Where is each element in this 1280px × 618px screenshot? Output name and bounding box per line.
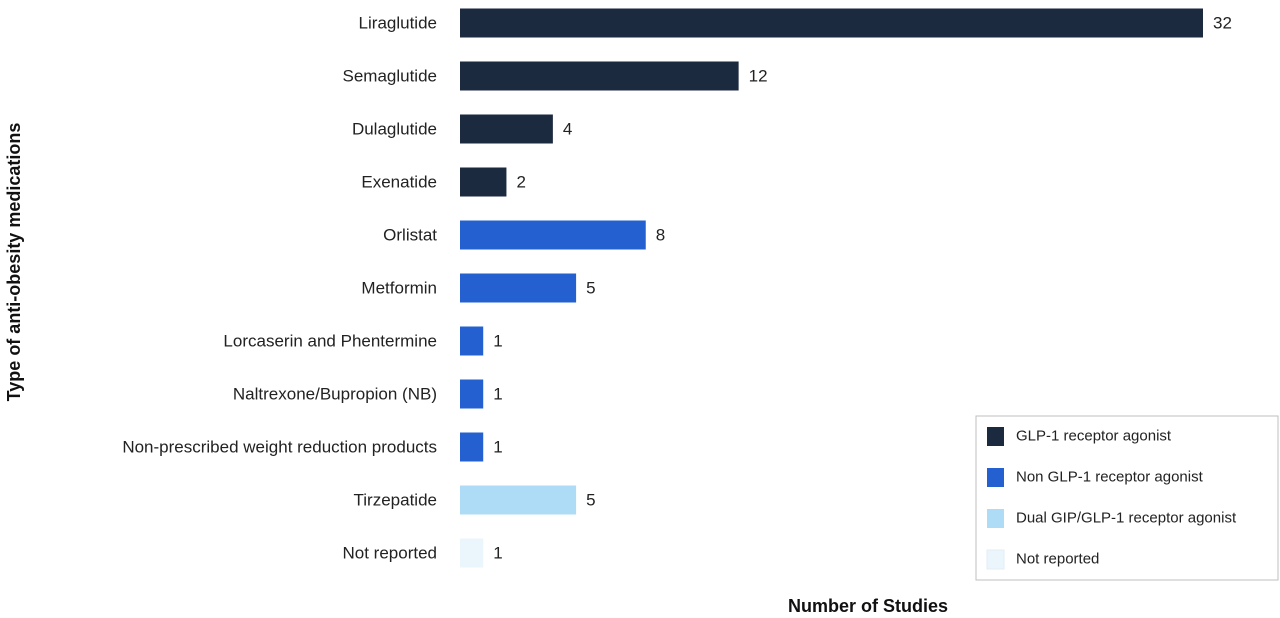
x-axis-title: Number of Studies: [788, 596, 948, 616]
legend-label-glp-1-receptor-agonist: GLP-1 receptor agonist: [1016, 428, 1172, 445]
category-label-metformin: Metformin: [361, 279, 437, 298]
category-label-non-prescribed-weight-reduction-products: Non-prescribed weight reduction products: [122, 438, 437, 457]
bar-lorcaserin-and-phentermine: [460, 326, 484, 356]
value-label-semaglutide: 12: [749, 67, 768, 86]
bar-orlistat: [460, 220, 646, 250]
bar-metformin: [460, 273, 577, 303]
category-label-exenatide: Exenatide: [361, 173, 437, 192]
bar-semaglutide: [460, 61, 739, 91]
category-label-dulaglutide: Dulaglutide: [352, 120, 437, 139]
value-label-tirzepatide: 5: [586, 491, 595, 510]
legend: GLP-1 receptor agonist Non GLP-1 receptor…: [975, 415, 1279, 581]
bar-exenatide: [460, 167, 507, 197]
legend-label-dual-gip-glp-1-receptor-agonist: Dual GIP/GLP-1 receptor agonist: [1016, 510, 1237, 527]
value-label-naltrexone-bupropion-nb: 1: [493, 385, 502, 404]
category-label-semaglutide: Semaglutide: [342, 67, 437, 86]
legend-label-not-reported: Not reported: [1016, 551, 1099, 568]
legend-label-non-glp-1-receptor-agonist: Non GLP-1 receptor agonist: [1016, 469, 1204, 486]
category-label-orlistat: Orlistat: [383, 226, 437, 245]
value-label-exenatide: 2: [516, 173, 525, 192]
bar-tirzepatide: [460, 485, 577, 515]
bar-liraglutide: [460, 8, 1203, 38]
bar-naltrexone-bupropion-nb: [460, 379, 484, 409]
legend-frame: [975, 415, 1279, 581]
bar-dulaglutide: [460, 114, 553, 144]
legend-swatch-glp-1-receptor-agonist: [987, 427, 1004, 446]
value-label-lorcaserin-and-phentermine: 1: [493, 332, 502, 351]
value-label-dulaglutide: 4: [563, 120, 572, 139]
category-label-naltrexone-bupropion-nb: Naltrexone/Bupropion (NB): [233, 385, 437, 404]
value-label-non-prescribed-weight-reduction-products: 1: [493, 438, 502, 457]
value-label-metformin: 5: [586, 279, 595, 298]
category-label-not-reported: Not reported: [343, 544, 438, 563]
bar-not-reported: [460, 538, 484, 568]
bar-non-prescribed-weight-reduction-products: [460, 432, 484, 462]
category-label-lorcaserin-and-phentermine: Lorcaserin and Phentermine: [223, 332, 437, 351]
value-label-liraglutide: 32: [1213, 14, 1232, 33]
value-label-orlistat: 8: [656, 226, 665, 245]
y-axis-title: Type of anti-obesity medications: [4, 123, 24, 402]
legend-swatch-dual-gip-glp-1-receptor-agonist: [987, 509, 1004, 528]
category-label-liraglutide: Liraglutide: [359, 14, 437, 33]
category-label-tirzepatide: Tirzepatide: [354, 491, 437, 510]
value-label-not-reported: 1: [493, 544, 502, 563]
legend-swatch-non-glp-1-receptor-agonist: [987, 468, 1004, 487]
legend-swatch-not-reported: [986, 549, 1005, 570]
